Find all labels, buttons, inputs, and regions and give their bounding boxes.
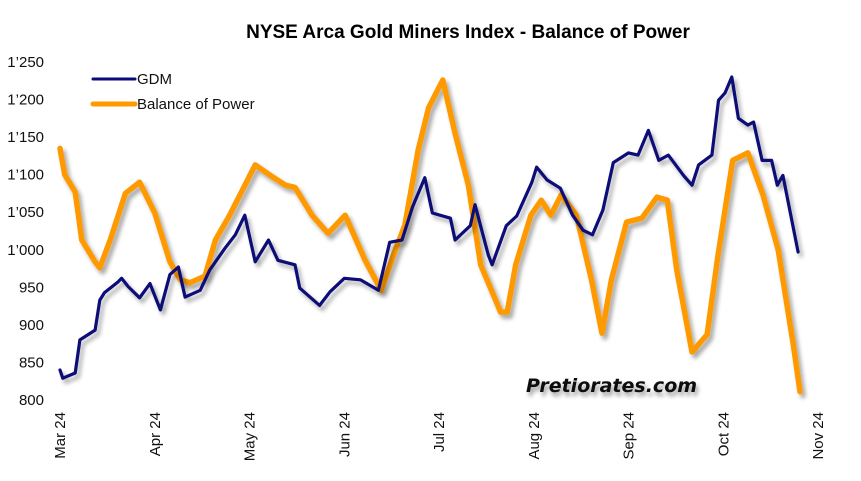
x-axis: Mar 24 Apr 24 May 24 Jun 24 Jul 24 Aug 24 Sep …: [52, 412, 827, 461]
y-tick-label: 800: [19, 392, 44, 409]
watermark: Pretiorates.com: [526, 375, 697, 397]
y-tick-label: 1’200: [7, 92, 44, 109]
legend-label-balance-of-power: Balance of Power: [137, 96, 255, 113]
x-tick-label: Aug 24: [526, 412, 543, 460]
y-tick-label: 1’250: [7, 54, 44, 71]
y-tick-label: 1’150: [7, 129, 44, 146]
x-tick-label: Oct 24: [715, 412, 732, 456]
series-layer: [57, 75, 803, 395]
x-tick-label: Mar 24: [52, 412, 69, 459]
y-tick-label: 1’100: [7, 167, 44, 184]
series-line-gdm: [58, 75, 800, 380]
y-axis: 800 850 900 950 1’000 1’050 1’100 1’150 1’200 1’2…: [7, 54, 44, 409]
legend-label-gdm: GDM: [137, 71, 172, 88]
chart-title: NYSE Arca Gold Miners Index - Balance of…: [246, 22, 690, 43]
x-tick-label: May 24: [242, 412, 259, 461]
y-tick-label: 850: [19, 354, 44, 371]
y-tick-label: 1’050: [7, 204, 44, 221]
x-tick-label: Jul 24: [431, 412, 448, 452]
y-tick-label: 950: [19, 279, 44, 296]
x-tick-label: Sep 24: [621, 412, 638, 460]
series-line-balance-of-power: [57, 77, 803, 395]
y-tick-label: 1’000: [7, 242, 44, 259]
y-tick-label: 900: [19, 317, 44, 334]
legend: GDM Balance of Power: [90, 71, 255, 113]
x-tick-label: Jun 24: [336, 412, 353, 457]
x-tick-label: Apr 24: [147, 412, 164, 456]
x-tick-label: Nov 24: [810, 412, 827, 460]
